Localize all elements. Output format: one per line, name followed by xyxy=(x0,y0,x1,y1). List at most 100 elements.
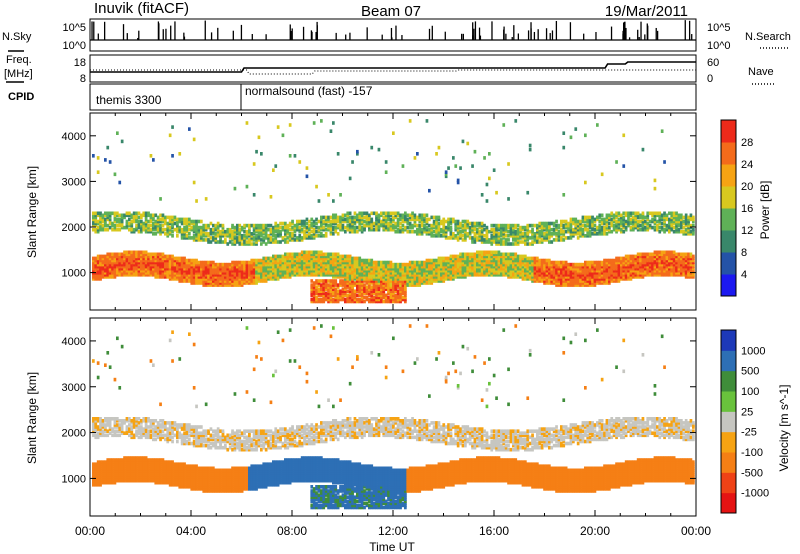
power-cell xyxy=(171,215,174,220)
power-cell xyxy=(207,238,210,242)
power-cell xyxy=(488,252,491,257)
power-cell xyxy=(653,262,657,267)
power-cell xyxy=(288,268,292,273)
power-cell xyxy=(320,291,323,296)
power-cell xyxy=(377,223,381,228)
power-cell xyxy=(639,266,642,271)
power-cell xyxy=(346,268,350,273)
power-cell xyxy=(351,229,354,234)
power-cell xyxy=(500,254,503,259)
power-cell xyxy=(608,271,611,275)
power-cell xyxy=(375,275,378,279)
power-cell xyxy=(341,293,345,298)
power-cell xyxy=(528,256,532,261)
power-cell xyxy=(221,268,225,273)
power-cell xyxy=(576,281,580,285)
power-cell xyxy=(334,287,338,291)
power-cell xyxy=(608,266,611,271)
power-cell xyxy=(288,236,292,240)
power-cell xyxy=(380,268,383,273)
power-cell xyxy=(370,297,374,302)
power-cell xyxy=(106,254,110,259)
power-cell xyxy=(372,299,376,304)
power-cell xyxy=(358,225,362,230)
power-cell xyxy=(339,281,342,285)
power-cell xyxy=(202,279,206,283)
power-cell xyxy=(118,262,122,267)
power-cell xyxy=(123,268,126,273)
power-cell xyxy=(615,277,618,281)
power-cell xyxy=(192,271,196,275)
power-cell xyxy=(596,271,599,275)
power-cell xyxy=(159,223,162,228)
power-cell xyxy=(615,256,618,261)
power-cell xyxy=(267,258,270,263)
power-cell xyxy=(200,229,203,234)
power-cell xyxy=(579,279,582,283)
power-cell xyxy=(308,236,311,240)
power-cell xyxy=(284,229,287,234)
power-cell xyxy=(552,221,556,226)
power-cell xyxy=(545,258,549,263)
power-cell xyxy=(360,262,364,267)
power-cell xyxy=(183,221,186,226)
power-cell xyxy=(581,234,585,238)
power-cell xyxy=(336,260,340,265)
power-cell xyxy=(399,229,402,234)
power-cell xyxy=(173,268,177,273)
power-cell xyxy=(425,279,429,283)
power-cell xyxy=(543,221,546,226)
power-cell xyxy=(380,297,383,302)
power-cell xyxy=(327,285,330,289)
power-cell xyxy=(312,232,316,236)
power-cell xyxy=(176,273,179,277)
power-cell xyxy=(437,234,441,238)
power-cell xyxy=(396,229,400,234)
power-cell xyxy=(435,225,438,230)
power-cell xyxy=(392,287,395,291)
power-cell xyxy=(192,227,196,232)
power-cell xyxy=(430,225,434,230)
power-cell xyxy=(130,271,134,275)
power-cell xyxy=(579,227,582,232)
power-cell xyxy=(327,262,330,267)
power-cell xyxy=(130,252,134,257)
power-cell xyxy=(447,225,450,230)
power-cell xyxy=(440,227,443,232)
power-cell xyxy=(125,213,129,218)
power-cell xyxy=(543,266,546,271)
power-cell xyxy=(516,234,520,238)
power-cell xyxy=(437,273,441,277)
power-cell xyxy=(296,266,299,271)
power-cell xyxy=(636,256,640,261)
power-cell xyxy=(94,211,98,216)
power-cell xyxy=(572,273,575,277)
power-cell xyxy=(128,266,131,271)
power-cell xyxy=(548,281,551,285)
power-cell xyxy=(144,260,148,265)
power-cell xyxy=(262,277,266,281)
power-cell xyxy=(315,273,318,277)
power-cell xyxy=(368,271,371,275)
power-cell xyxy=(382,211,386,216)
power-cell xyxy=(375,283,378,287)
power-cell xyxy=(394,221,398,226)
power-cell xyxy=(437,229,441,234)
power-cell xyxy=(598,213,602,218)
power-cell xyxy=(636,260,640,265)
power-cell xyxy=(387,297,390,302)
power-cell xyxy=(339,262,342,267)
power-cell xyxy=(382,293,386,298)
power-cell xyxy=(413,229,417,234)
power-cell xyxy=(564,268,568,273)
power-cell xyxy=(464,258,467,263)
power-cell xyxy=(624,213,628,218)
power-cell xyxy=(156,252,160,257)
power-cell xyxy=(183,262,186,267)
power-cell xyxy=(442,223,446,228)
power-cell xyxy=(288,262,292,267)
power-cell xyxy=(296,254,299,259)
power-cell xyxy=(346,275,350,279)
power-cell xyxy=(154,256,158,261)
power-cell xyxy=(339,289,342,293)
